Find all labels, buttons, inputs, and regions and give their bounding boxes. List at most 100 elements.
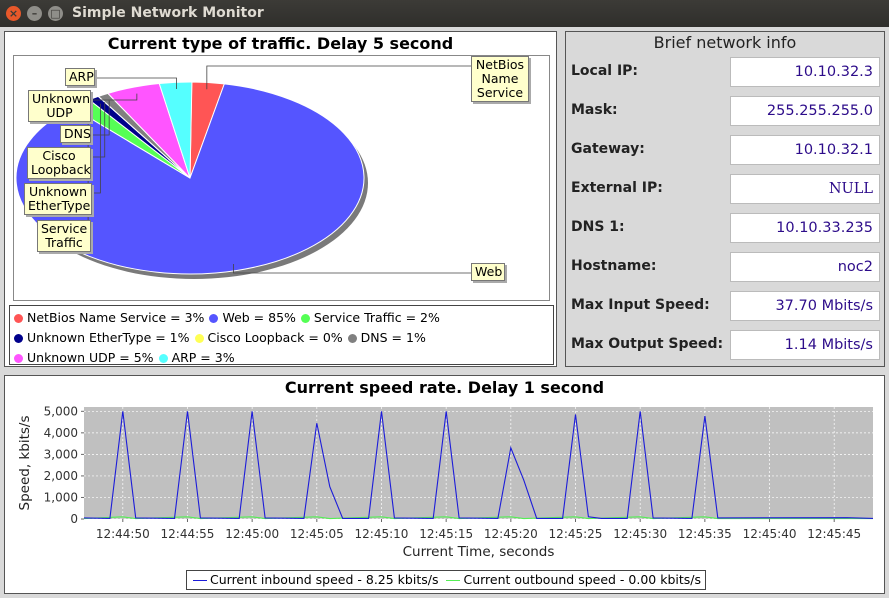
- mask-value[interactable]: 255.255.255.0: [730, 96, 880, 126]
- network-info-panel: Brief network info Local IP: 10.10.32.3 Ma…: [565, 31, 885, 367]
- legend-line-swatch: [446, 580, 461, 581]
- maximize-window-button[interactable]: □: [48, 6, 63, 21]
- window-titlebar: × – □ Simple Network Monitor: [0, 0, 889, 27]
- pie-label-arp: ARP: [65, 68, 95, 86]
- pie-label-unknown-ethertype: Unknown EtherType: [24, 183, 92, 215]
- x-tick-label: 12:45:40: [743, 527, 797, 541]
- pie-label-line: Web: [475, 264, 503, 279]
- traffic-legend: NetBios Name Service = 3% Web = 85% Servic…: [9, 305, 554, 365]
- pie-label-line: Loopback: [31, 162, 91, 177]
- max-output-speed-value[interactable]: 1.14 Mbits/s: [730, 330, 880, 360]
- x-tick-label: 12:45:20: [484, 527, 538, 541]
- x-tick-label: 12:45:45: [807, 527, 861, 541]
- x-tick-label: 12:45:10: [355, 527, 409, 541]
- x-tick-label: 12:45:00: [225, 527, 279, 541]
- legend-item-arp: ARP = 3%: [158, 350, 235, 365]
- x-axis-label: Current Time, seconds: [403, 544, 555, 560]
- legend-item-netbios: NetBios Name Service = 3%: [14, 310, 204, 325]
- pie-label-line: UDP: [46, 105, 73, 120]
- pie-label-netbios: NetBios Name Service: [471, 56, 529, 102]
- info-panel-title: Brief network info: [653, 33, 797, 52]
- legend-swatch: [14, 314, 23, 323]
- local-ip-value[interactable]: 10.10.32.3: [730, 57, 880, 87]
- pie-label-line: Cisco: [42, 148, 76, 163]
- window-title: Simple Network Monitor: [72, 5, 264, 21]
- legend-text: NetBios Name Service = 3%: [27, 310, 205, 325]
- pie-label-line: Service: [41, 221, 88, 236]
- legend-text: Unknown EtherType = 1%: [27, 330, 190, 345]
- pie-label-line: NetBios: [475, 57, 525, 72]
- legend-item-dns: DNS = 1%: [347, 330, 426, 345]
- legend-text: Web = 85%: [222, 310, 296, 325]
- legend-swatch: [194, 334, 204, 343]
- legend-swatch: [209, 314, 219, 323]
- legend-row: Unknown EtherType = 1% Cisco Loopback = 0…: [14, 328, 549, 348]
- legend-text: Unknown UDP = 5%: [27, 350, 154, 365]
- legend-item-unknown-udp: Unknown UDP = 5%: [14, 350, 154, 365]
- local-ip-label: Local IP:: [571, 63, 639, 79]
- legend-text: Current outbound speed - 0.00 kbits/s: [463, 572, 702, 587]
- mask-label: Mask:: [571, 102, 618, 118]
- legend-swatch: [300, 314, 310, 323]
- legend-text: Current inbound speed - 8.25 kbits/s: [210, 572, 439, 587]
- dns-1-value[interactable]: 10.10.33.235: [730, 213, 880, 243]
- traffic-panel-title: Current type of traffic. Delay 5 second: [107, 34, 454, 53]
- y-axis-label: Speed, kbits/s: [17, 416, 33, 511]
- speed-rate-panel: Current speed rate. Delay 1 second 0 1,00…: [4, 375, 885, 594]
- dns-1-label: DNS 1:: [571, 219, 625, 235]
- traffic-pie-chart: [15, 65, 471, 279]
- legend-swatch: [347, 334, 357, 343]
- pie-leader-netbios: [206, 65, 471, 90]
- y-tick-label: 3,000: [44, 447, 78, 461]
- legend-swatch: [14, 334, 23, 343]
- hostname-value[interactable]: noc2: [730, 252, 880, 282]
- legend-item-web: Web = 85%: [209, 310, 296, 325]
- external-ip-value[interactable]: NULL: [730, 174, 880, 204]
- traffic-type-panel: Current type of traffic. Delay 5 second …: [4, 31, 557, 367]
- hostname-label: Hostname:: [571, 258, 657, 274]
- legend-item-cisco-loopback: Cisco Loopback = 0%: [194, 330, 343, 345]
- legend-text: Service Traffic = 2%: [313, 310, 440, 325]
- y-tick-label: 5,000: [44, 404, 78, 418]
- pie-label-cisco-loopback: Cisco Loopback: [27, 147, 91, 179]
- pie-leader-dns: [91, 100, 110, 136]
- pie-label-line: Name: [481, 71, 519, 86]
- x-tick-label: 12:45:05: [290, 527, 344, 541]
- pie-label-line: EtherType: [28, 198, 91, 213]
- legend-swatch: [158, 354, 168, 363]
- pie-leader-unknown-ethertype: [92, 103, 101, 194]
- legend-inbound: Current inbound speed - 8.25 kbits/s: [193, 572, 438, 587]
- speed-panel-title: Current speed rate. Delay 1 second: [284, 378, 605, 397]
- legend-text: Cisco Loopback = 0%: [207, 330, 343, 345]
- pie-label-unknown-udp: Unknown UDP: [28, 90, 91, 122]
- legend-text: DNS = 1%: [360, 330, 426, 345]
- pie-label-line: Unknown: [28, 184, 88, 199]
- legend-line-swatch: [193, 580, 207, 581]
- minimize-window-button[interactable]: –: [27, 6, 42, 21]
- pie-label-web: Web: [471, 263, 505, 281]
- legend-row: NetBios Name Service = 3% Web = 85% Servic…: [14, 308, 549, 328]
- gateway-value[interactable]: 10.10.32.1: [730, 135, 880, 165]
- x-tick-label: 12:44:50: [96, 527, 150, 541]
- x-tick-label: 12:45:35: [678, 527, 732, 541]
- pie-label-line: Traffic: [45, 235, 83, 250]
- max-input-speed-value[interactable]: 37.70 Mbits/s: [730, 291, 880, 321]
- legend-swatch: [14, 354, 23, 363]
- pie-label-line: DNS: [64, 126, 91, 141]
- y-tick-label: 1,000: [44, 490, 78, 504]
- legend-text: ARP = 3%: [171, 350, 235, 365]
- y-tick-label: 2,000: [44, 469, 78, 483]
- external-ip-label: External IP:: [571, 180, 663, 196]
- pie-label-dns: DNS: [60, 125, 91, 143]
- traffic-pie-plot: NetBios Name Service Web Service Traffic Unkno…: [13, 55, 550, 301]
- legend-item-unknown-ethertype: Unknown EtherType = 1%: [14, 330, 190, 345]
- speed-legend: Current inbound speed - 8.25 kbits/s Curr…: [186, 570, 706, 590]
- legend-outbound: Current outbound speed - 0.00 kbits/s: [446, 572, 701, 587]
- close-window-button[interactable]: ×: [6, 6, 21, 21]
- legend-row: Unknown UDP = 5% ARP = 3%: [14, 348, 549, 368]
- x-tick-label: 12:45:25: [549, 527, 603, 541]
- max-output-speed-label: Max Output Speed:: [571, 336, 724, 352]
- pie-slice-web: [15, 83, 365, 275]
- pie-slice-arp: [158, 81, 193, 179]
- max-input-speed-label: Max Input Speed:: [571, 297, 710, 313]
